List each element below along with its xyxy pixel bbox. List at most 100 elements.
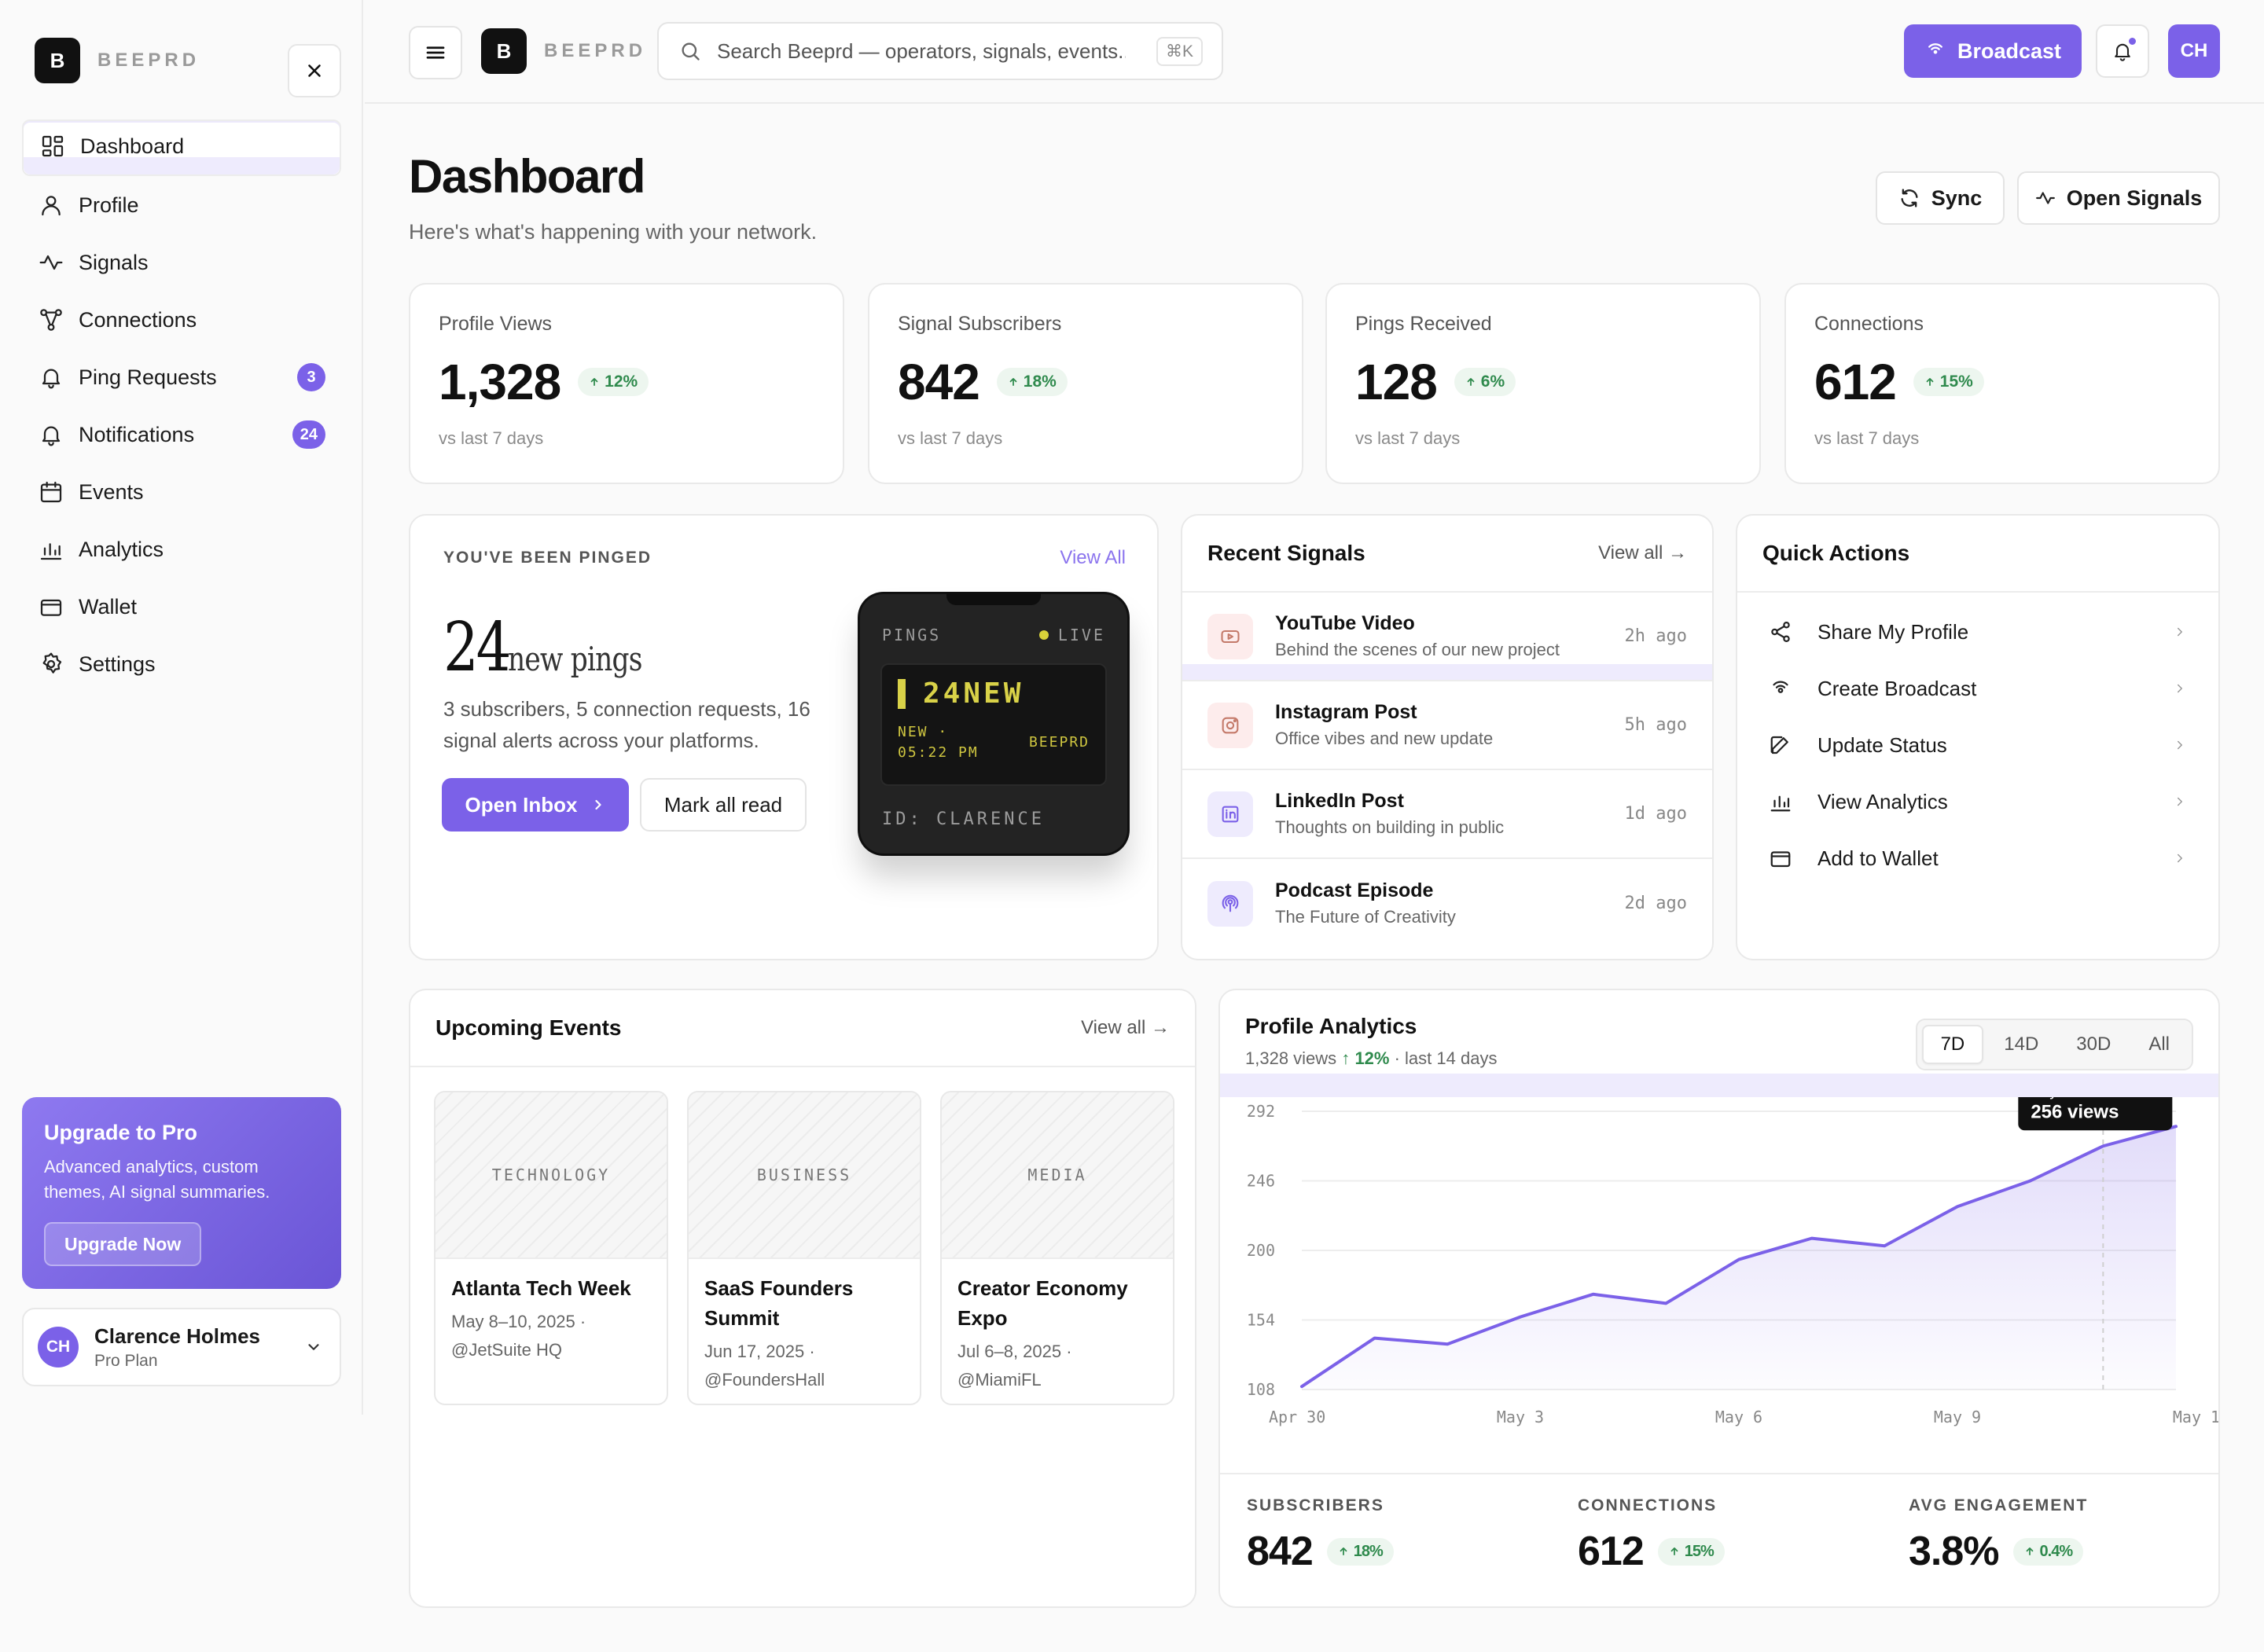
chevron-wrap: [2173, 851, 2187, 865]
events-view-all-link[interactable]: View all →: [1081, 1017, 1170, 1038]
upgrade-desc: Advanced analytics, custom themes, AI si…: [44, 1157, 270, 1202]
signal-row[interactable]: YouTube Video Behind the scenes of our n…: [1182, 593, 1712, 681]
stat-label: Signal Subscribers: [898, 313, 1062, 335]
upgrade-now-button[interactable]: Upgrade Now: [44, 1222, 202, 1266]
event-card[interactable]: BUSINESS SaaS Founders Summit Jun 17, 20…: [687, 1091, 921, 1405]
change-badge: 0.4%: [2012, 1537, 2084, 1566]
quick-action-share-my-profile[interactable]: Share My Profile: [1737, 604, 2218, 660]
user-menu[interactable]: CH Clarence Holmes Pro Plan: [22, 1308, 341, 1386]
analytics-stat-value: 3.8%: [1909, 1529, 2000, 1574]
broadcast-button[interactable]: Broadcast: [1904, 24, 2082, 78]
mark-all-read-button[interactable]: Mark all read: [640, 778, 807, 832]
stat-label: Connections: [1814, 313, 1924, 335]
pinged-view-all-link[interactable]: View All: [1060, 547, 1126, 568]
quick-action-update-status[interactable]: Update Status: [1737, 717, 2218, 773]
ping-description: 3 subscribers, 5 connection requests, 16…: [443, 697, 810, 752]
arrow-up-icon: [1467, 378, 1475, 386]
x-tick-label: May 1: [2173, 1408, 2220, 1426]
open-signals-button[interactable]: Open Signals: [2017, 171, 2220, 225]
event-category: BUSINESS: [756, 1166, 852, 1184]
edit-icon: [1770, 736, 1788, 754]
calendar-icon-wrap: [38, 479, 64, 505]
sidebar-item-label: Events: [79, 479, 144, 504]
device-notch: [946, 593, 1041, 605]
sidebar-item-notifications[interactable]: Notifications 24: [22, 406, 341, 463]
range-tab-14d[interactable]: 14D: [2004, 1033, 2039, 1055]
bar-chart-icon-wrap: [38, 536, 64, 563]
sidebar-item-dashboard[interactable]: Dashboard: [22, 119, 341, 176]
quick-action-add-to-wallet[interactable]: Add to Wallet: [1737, 830, 2218, 887]
close-sidebar-button[interactable]: [288, 44, 341, 97]
x-tick-label: May 3: [1497, 1408, 1544, 1426]
sidebar-item-ping-requests[interactable]: Ping Requests 3: [22, 349, 341, 406]
search-input[interactable]: [717, 39, 1126, 64]
signal-row[interactable]: LinkedIn Post Thoughts on building in pu…: [1182, 770, 1712, 859]
signals-view-all-link[interactable]: View all →: [1598, 542, 1687, 564]
dashboard-icon: [42, 135, 64, 157]
chevron-down-icon: [308, 1344, 319, 1350]
range-tab-all[interactable]: All: [2148, 1033, 2170, 1055]
sidebar-item-signals[interactable]: Signals: [22, 234, 341, 291]
analytics-band: [1220, 1074, 2218, 1097]
sidebar-item-wallet[interactable]: Wallet: [22, 578, 341, 635]
quick-action-icon: [1769, 846, 1792, 870]
gear-icon: [42, 652, 62, 674]
sidebar-item-label: Wallet: [79, 594, 138, 619]
analytics-stat-value: 842: [1247, 1529, 1314, 1574]
range-tab-30d[interactable]: 30D: [2076, 1033, 2111, 1055]
sync-button[interactable]: Sync: [1876, 171, 2005, 225]
youtube-icon: [1221, 630, 1240, 643]
ping-count: 24: [443, 608, 511, 687]
range-tab-7d[interactable]: 7D: [1921, 1025, 1984, 1064]
event-title: Creator Economy Expo: [957, 1276, 1128, 1330]
stat-period: vs last 7 days: [898, 428, 1003, 448]
sidebar-item-settings[interactable]: Settings: [22, 636, 341, 692]
sidebar-item-events[interactable]: Events: [22, 464, 341, 520]
menu-button[interactable]: [409, 26, 462, 79]
sidebar-logo[interactable]: B BEEPRD: [35, 38, 200, 83]
user-plan: Pro Plan: [94, 1351, 158, 1370]
topbar-logo[interactable]: B BEEPRD: [481, 28, 646, 74]
tooltip-date: May 11: [2031, 1097, 2085, 1099]
change-badge: 18%: [1326, 1537, 1394, 1566]
user-name: Clarence Holmes: [94, 1323, 260, 1348]
signal-icon-tile: [1207, 880, 1253, 927]
change-value: 15%: [1684, 1542, 1715, 1560]
event-card[interactable]: TECHNOLOGY Atlanta Tech Week May 8–10, 2…: [434, 1091, 668, 1405]
event-title: Atlanta Tech Week: [451, 1276, 631, 1300]
quick-action-create-broadcast[interactable]: Create Broadcast: [1737, 660, 2218, 717]
signal-subtitle: The Future of Creativity: [1275, 907, 1456, 927]
stat-card-connections: Connections 612 15% vs last 7 days: [1784, 283, 2220, 484]
quick-action-icon: [1769, 733, 1792, 757]
signal-row[interactable]: Podcast Episode The Future of Creativity…: [1182, 859, 1712, 948]
signal-row[interactable]: Instagram Post Office vibes and new upda…: [1182, 681, 1712, 770]
sidebar-item-analytics[interactable]: Analytics: [22, 521, 341, 578]
change-value: 15%: [1939, 373, 1973, 391]
stat-card-profile-views: Profile Views 1,328 12% vs last 7 days: [409, 283, 844, 484]
y-tick-label: 292: [1247, 1102, 1275, 1121]
bell-icon: [2115, 43, 2130, 61]
event-card[interactable]: MEDIA Creator Economy Expo Jul 6–8, 2025…: [940, 1091, 1174, 1405]
avatar: CH: [38, 1327, 79, 1367]
analytics-footer: SUBSCRIBERS 842 18% CONNECTIONS 612 15% AV…: [1220, 1473, 2218, 1606]
stat-label: Pings Received: [1355, 313, 1492, 335]
open-inbox-button[interactable]: Open Inbox: [442, 778, 629, 832]
avatar[interactable]: CH: [2168, 24, 2220, 78]
wallet-icon: [1770, 851, 1791, 868]
device-meta-right: BEEPRD: [1028, 734, 1090, 751]
dashboard-icon-wrap: [39, 133, 66, 160]
stat-period: vs last 7 days: [1355, 428, 1461, 448]
upgrade-title: Upgrade to Pro: [44, 1121, 198, 1144]
notifications-button[interactable]: [2096, 24, 2149, 78]
refresh-icon: [1901, 189, 1918, 207]
topbar: B BEEPRD ⌘K Broadcast CH: [365, 0, 2264, 104]
stat-value: 612: [1814, 354, 1897, 410]
analytics-period: · last 14 days: [1394, 1048, 1498, 1068]
event-meta: May 8–10, 2025 · @JetSuite HQ: [451, 1312, 586, 1360]
sidebar-item-profile[interactable]: Profile: [22, 177, 341, 233]
quick-action-view-analytics[interactable]: View Analytics: [1737, 773, 2218, 830]
stat-card-pings-received: Pings Received 128 6% vs last 7 days: [1325, 283, 1761, 484]
sidebar-item-connections[interactable]: Connections: [22, 292, 341, 348]
y-tick-label: 200: [1247, 1241, 1275, 1260]
page-title: Dashboard: [409, 150, 645, 203]
